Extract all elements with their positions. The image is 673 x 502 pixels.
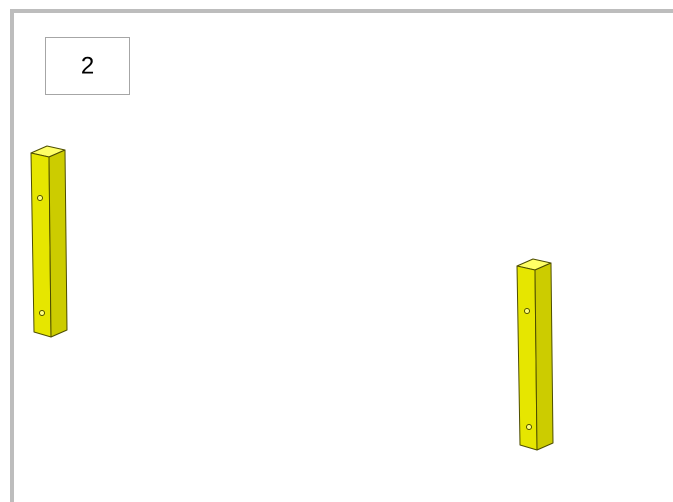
post-left [31,146,67,337]
step-number: 2 [81,52,94,79]
post-front [31,153,51,337]
instruction-diagram: 2 [0,0,673,502]
post-front [517,266,537,450]
post-hole [38,196,43,201]
post-side [535,263,553,450]
post-side [49,150,67,337]
post-hole [40,311,45,316]
post-hole [527,425,532,430]
page: 2 (() => { const data = JSON.parse(docum… [0,0,673,502]
post-right [517,259,553,450]
post-hole [525,309,530,314]
